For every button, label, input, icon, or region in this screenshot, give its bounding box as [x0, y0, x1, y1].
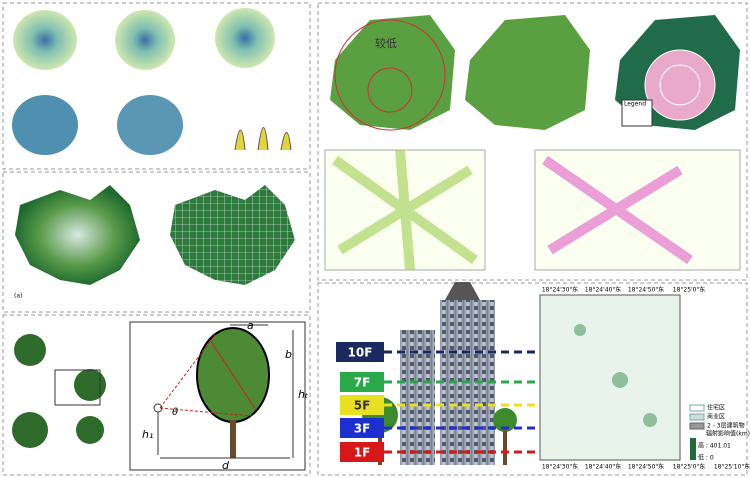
coordinate-label: 18°24'50"东 — [628, 286, 664, 294]
coordinate-label: 18°24'40"东 — [585, 286, 621, 294]
coordinates: 18°24'30"东 18°24'40"东 18°24'50"东 18°25'0"东 1… — [542, 463, 750, 471]
floor-box — [340, 442, 384, 462]
floor-box — [336, 342, 384, 362]
map — [13, 10, 77, 70]
map — [12, 95, 78, 155]
floor-label: 3F — [354, 422, 371, 436]
map — [115, 10, 175, 70]
floor-label: 1F — [354, 446, 371, 460]
label: a — [247, 319, 254, 332]
label: b — [285, 348, 292, 361]
legend-title: Legend — [624, 101, 646, 108]
map — [117, 95, 183, 155]
coordinate-label: 18°24'30"东 — [542, 286, 578, 294]
label: hₜ — [298, 388, 308, 401]
legend-title: 辐射影响值(km) — [706, 430, 750, 438]
floors: 10F 7F 5F 3F 1F — [336, 342, 535, 462]
floor-label: 5F — [354, 399, 371, 413]
tree-diagram: a b hₜ h₁ d θ — [12, 319, 308, 472]
coordinates: 18°24'30"东 18°24'40"东 18°24'50"东 18°25'0"东 — [542, 286, 705, 294]
panel — [2, 2, 311, 170]
legend-item: 商业区 — [707, 413, 725, 421]
panel-label: (a) — [14, 293, 22, 300]
legend-low: 低 : 0 — [698, 454, 714, 462]
map-label: 较低 — [375, 36, 397, 50]
small-maps — [12, 8, 292, 155]
panel — [317, 282, 748, 476]
map — [15, 185, 140, 285]
floor-label: 7F — [354, 376, 371, 390]
coordinate-label: 18°25'10"东 — [714, 463, 750, 471]
floor-box — [340, 418, 384, 438]
panel — [2, 314, 311, 476]
floor-diagram — [362, 282, 705, 465]
coordinate-label: 18°25'0"东 — [673, 286, 706, 294]
label: d — [222, 459, 230, 472]
legend-high: 高 : 401.01 — [698, 442, 731, 450]
coordinate-label: 18°24'30"东 — [542, 463, 578, 471]
label: θ — [172, 407, 178, 418]
map — [215, 8, 275, 68]
legend-item: 2 - 3层建筑物 — [707, 422, 745, 430]
coordinate-label: 18°24'40"东 — [585, 463, 621, 471]
floor-label: 10F — [348, 346, 373, 360]
region-maps: 较低 Legend — [324, 15, 741, 271]
coordinate-label: 18°25'0"东 — [673, 463, 706, 471]
panel — [317, 2, 748, 281]
violin — [234, 127, 292, 151]
floor-box — [340, 395, 384, 415]
label: h₁ — [142, 428, 153, 441]
map — [170, 185, 295, 285]
coordinate-label: 18°24'50"东 — [628, 463, 664, 471]
floor-box — [340, 372, 384, 392]
city-maps: (a) — [14, 185, 295, 300]
legend-item: 住宅区 — [707, 404, 725, 412]
